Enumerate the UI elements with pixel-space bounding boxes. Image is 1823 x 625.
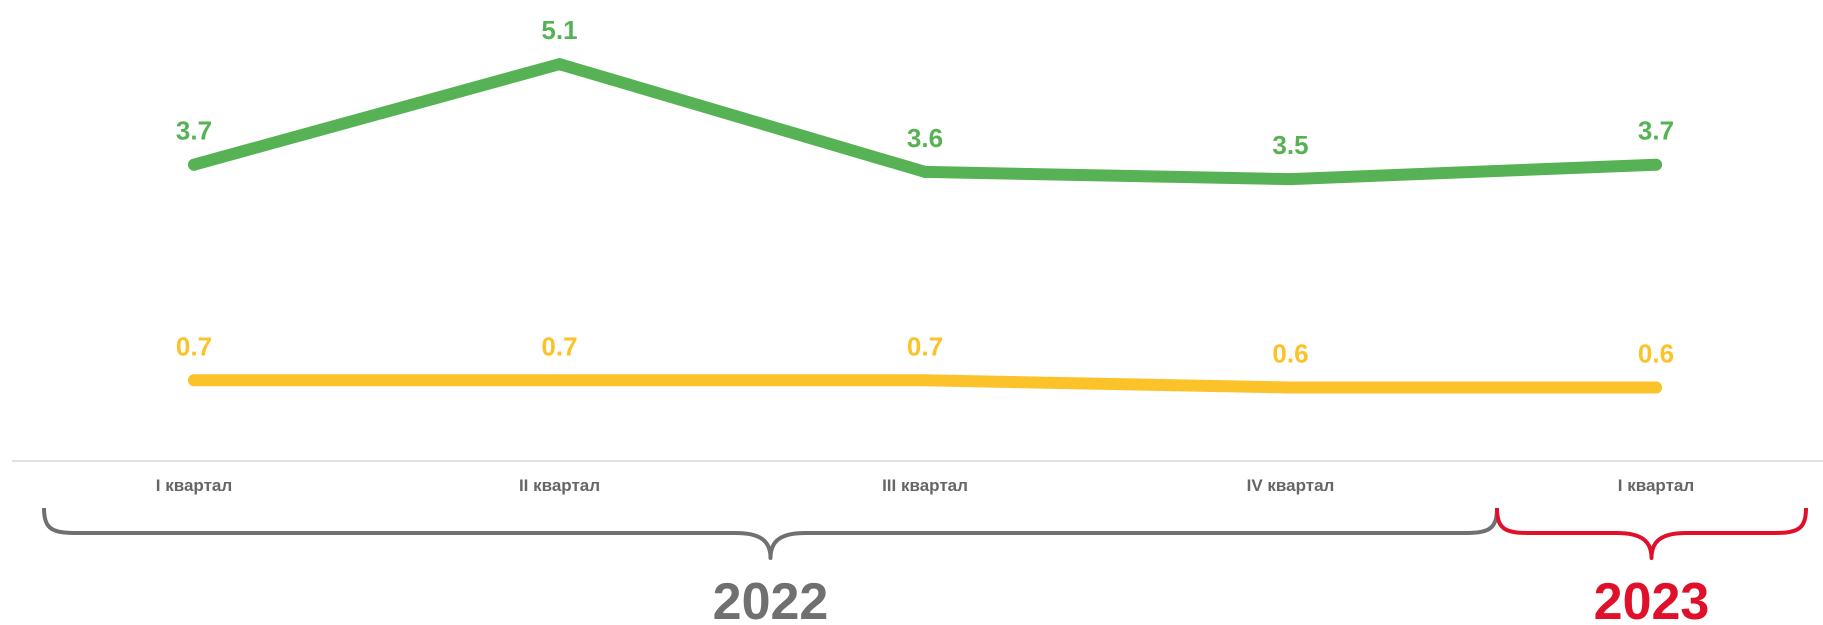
- x-tick-label: IV квартал: [1247, 476, 1335, 495]
- series-2-point: [1650, 381, 1662, 394]
- data-label: 0.7: [176, 331, 212, 361]
- series-2-point: [1284, 381, 1297, 394]
- x-tick-labels: I квартал II квартал III квартал IV квартал…: [156, 476, 1694, 495]
- data-label: 0.6: [1272, 339, 1308, 369]
- year-groups: 2022 2023: [42, 507, 1808, 625]
- series-2-point: [553, 374, 566, 387]
- data-label: 3.5: [1272, 130, 1308, 160]
- data-label: 3.7: [1638, 116, 1674, 146]
- series-1: 3.7 5.1 3.6 3.5 3.7: [176, 15, 1674, 186]
- data-label: 0.7: [541, 331, 577, 361]
- year-label-2023: 2023: [1594, 573, 1710, 625]
- series-1-line: [188, 58, 1662, 186]
- series-1-point: [1284, 173, 1297, 186]
- x-tick-label: I квартал: [1618, 476, 1694, 495]
- data-label: 3.7: [176, 116, 212, 146]
- data-label: 0.7: [907, 331, 943, 361]
- data-label: 5.1: [541, 15, 577, 45]
- year-label-2022: 2022: [713, 573, 829, 625]
- series-2: 0.7 0.7 0.7 0.6 0.6: [176, 331, 1674, 394]
- data-label: 0.6: [1638, 339, 1674, 369]
- x-tick-label: II квартал: [519, 476, 600, 495]
- year-bracket-2022: [42, 507, 1499, 560]
- series-2-point: [188, 374, 200, 387]
- series-1-point: [919, 165, 931, 178]
- series-2-point: [919, 374, 931, 387]
- data-label: 3.6: [907, 123, 943, 153]
- x-tick-label: III квартал: [882, 476, 968, 495]
- series-1-point: [1650, 158, 1662, 171]
- series-1-point: [188, 158, 200, 171]
- series-1-point: [553, 58, 566, 71]
- x-tick-label: I квартал: [156, 476, 232, 495]
- year-bracket-2023: [1495, 507, 1808, 560]
- series-layer: 3.7 5.1 3.6 3.5 3.7 0.7 0.7 0.7 0.6 0.6: [176, 15, 1674, 394]
